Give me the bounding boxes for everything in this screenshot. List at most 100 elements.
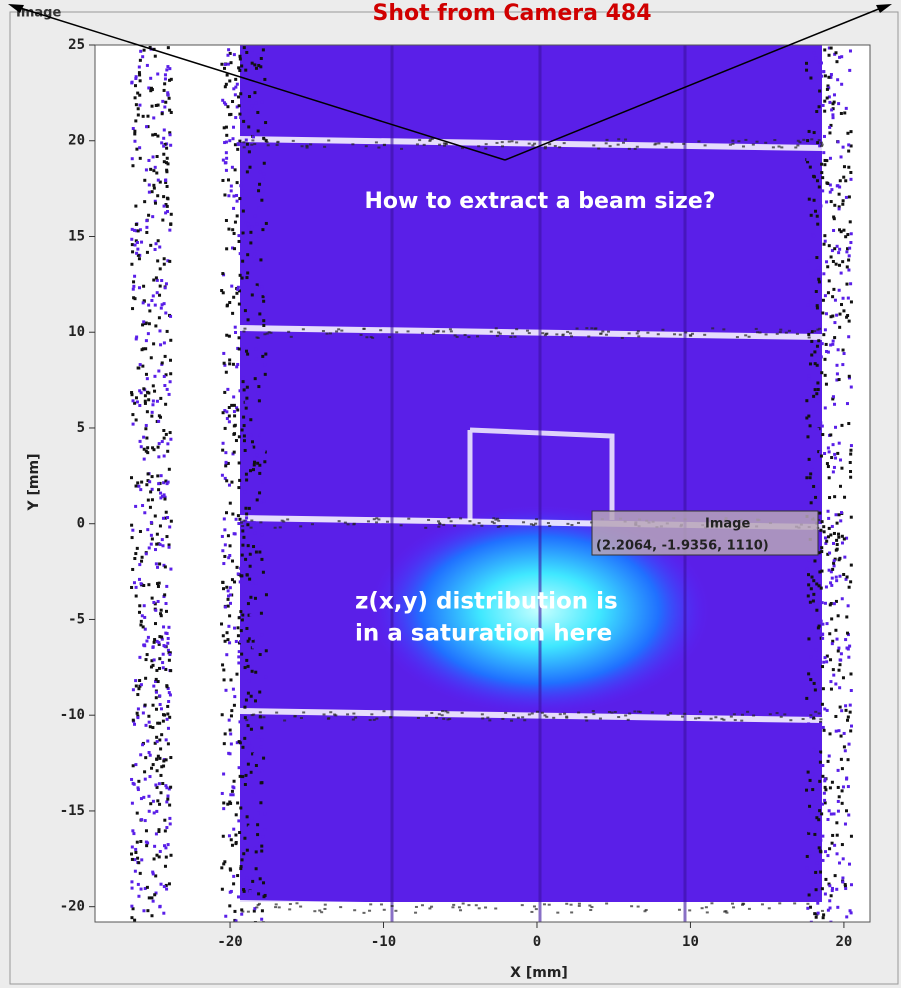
noise-pixel: [225, 157, 228, 160]
noise-pixel: [830, 617, 833, 620]
noise-pixel: [843, 556, 846, 559]
noise-pixel: [599, 718, 602, 720]
noise-pixel: [346, 713, 349, 715]
noise-pixel: [244, 716, 247, 719]
noise-pixel: [837, 533, 840, 536]
noise-pixel: [139, 872, 142, 875]
noise-pixel: [373, 719, 376, 721]
noise-pixel: [818, 846, 821, 849]
noise-pixel: [335, 330, 338, 332]
noise-pixel: [264, 121, 267, 124]
noise-pixel: [261, 267, 264, 270]
noise-pixel: [824, 786, 827, 789]
noise-pixel: [352, 523, 355, 525]
noise-pixel: [239, 57, 242, 60]
noise-pixel: [628, 148, 631, 150]
noise-pixel: [135, 223, 138, 226]
noise-pixel: [816, 329, 819, 331]
noise-pixel: [131, 157, 134, 160]
noise-pixel: [517, 717, 520, 719]
noise-pixel: [576, 328, 579, 330]
noise-pixel: [230, 285, 233, 288]
noise-pixel: [823, 48, 826, 51]
noise-pixel: [810, 354, 813, 357]
noise-pixel: [759, 332, 762, 334]
noise-pixel: [535, 908, 538, 910]
noise-pixel: [369, 903, 372, 905]
noise-pixel: [394, 910, 397, 912]
noise-pixel: [815, 392, 818, 395]
noise-pixel: [847, 715, 850, 718]
noise-pixel: [143, 179, 146, 182]
noise-pixel: [151, 498, 154, 501]
noise-pixel: [146, 251, 149, 254]
noise-pixel: [230, 714, 233, 717]
noise-pixel: [232, 882, 235, 885]
noise-pixel: [819, 871, 822, 874]
noise-pixel: [163, 455, 166, 458]
noise-pixel: [253, 800, 256, 803]
noise-pixel: [224, 451, 227, 454]
noise-pixel: [847, 604, 850, 607]
noise-pixel: [850, 835, 853, 838]
noise-pixel: [592, 713, 595, 715]
noise-pixel: [661, 329, 664, 331]
noise-pixel: [159, 267, 162, 270]
noise-pixel: [842, 785, 845, 788]
y-tick-label: 10: [68, 324, 85, 340]
noise-pixel: [810, 810, 813, 813]
noise-pixel: [149, 490, 152, 493]
noise-pixel: [165, 888, 168, 891]
noise-pixel: [256, 111, 259, 114]
noise-pixel: [142, 796, 145, 799]
noise-pixel: [160, 141, 163, 144]
noise-pixel: [491, 521, 494, 523]
noise-pixel: [151, 646, 154, 649]
noise-pixel: [828, 279, 831, 282]
noise-pixel: [844, 704, 847, 707]
noise-pixel: [142, 436, 145, 439]
noise-pixel: [232, 875, 235, 878]
noise-pixel: [354, 717, 357, 719]
noise-pixel: [841, 789, 844, 792]
noise-pixel: [238, 348, 241, 351]
noise-pixel: [166, 197, 169, 200]
noise-pixel: [242, 141, 245, 143]
noise-pixel: [169, 144, 172, 147]
noise-pixel: [247, 602, 250, 605]
noise-pixel: [132, 288, 135, 291]
screenshot: Image -20-1001020-20-15-10-50510152025 X…: [0, 0, 901, 988]
noise-pixel: [243, 593, 246, 596]
noise-pixel: [253, 252, 256, 255]
noise-pixel: [264, 556, 267, 559]
noise-pixel: [244, 507, 247, 510]
noise-pixel: [817, 818, 820, 821]
noise-pixel: [835, 513, 838, 516]
noise-pixel: [139, 440, 142, 443]
noise-pixel: [849, 49, 852, 52]
noise-pixel: [157, 420, 160, 423]
noise-pixel: [248, 57, 251, 60]
noise-pixel: [162, 912, 165, 915]
noise-pixel: [245, 478, 248, 481]
noise-pixel: [505, 525, 508, 527]
noise-pixel: [590, 327, 593, 329]
noise-pixel: [468, 520, 471, 522]
noise-pixel: [151, 726, 154, 729]
noise-pixel: [630, 905, 633, 907]
noise-pixel: [227, 48, 230, 51]
noise-pixel: [133, 132, 136, 135]
noise-pixel: [773, 139, 776, 141]
noise-pixel: [158, 782, 161, 785]
noise-pixel: [845, 709, 848, 712]
noise-pixel: [152, 601, 155, 604]
noise-pixel: [232, 433, 235, 436]
noise-pixel: [238, 616, 241, 619]
noise-pixel: [237, 142, 240, 145]
noise-pixel: [158, 738, 161, 741]
noise-pixel: [146, 115, 149, 118]
noise-pixel: [163, 257, 166, 260]
noise-pixel: [242, 824, 245, 827]
noise-pixel: [730, 716, 733, 718]
noise-pixel: [151, 488, 154, 491]
